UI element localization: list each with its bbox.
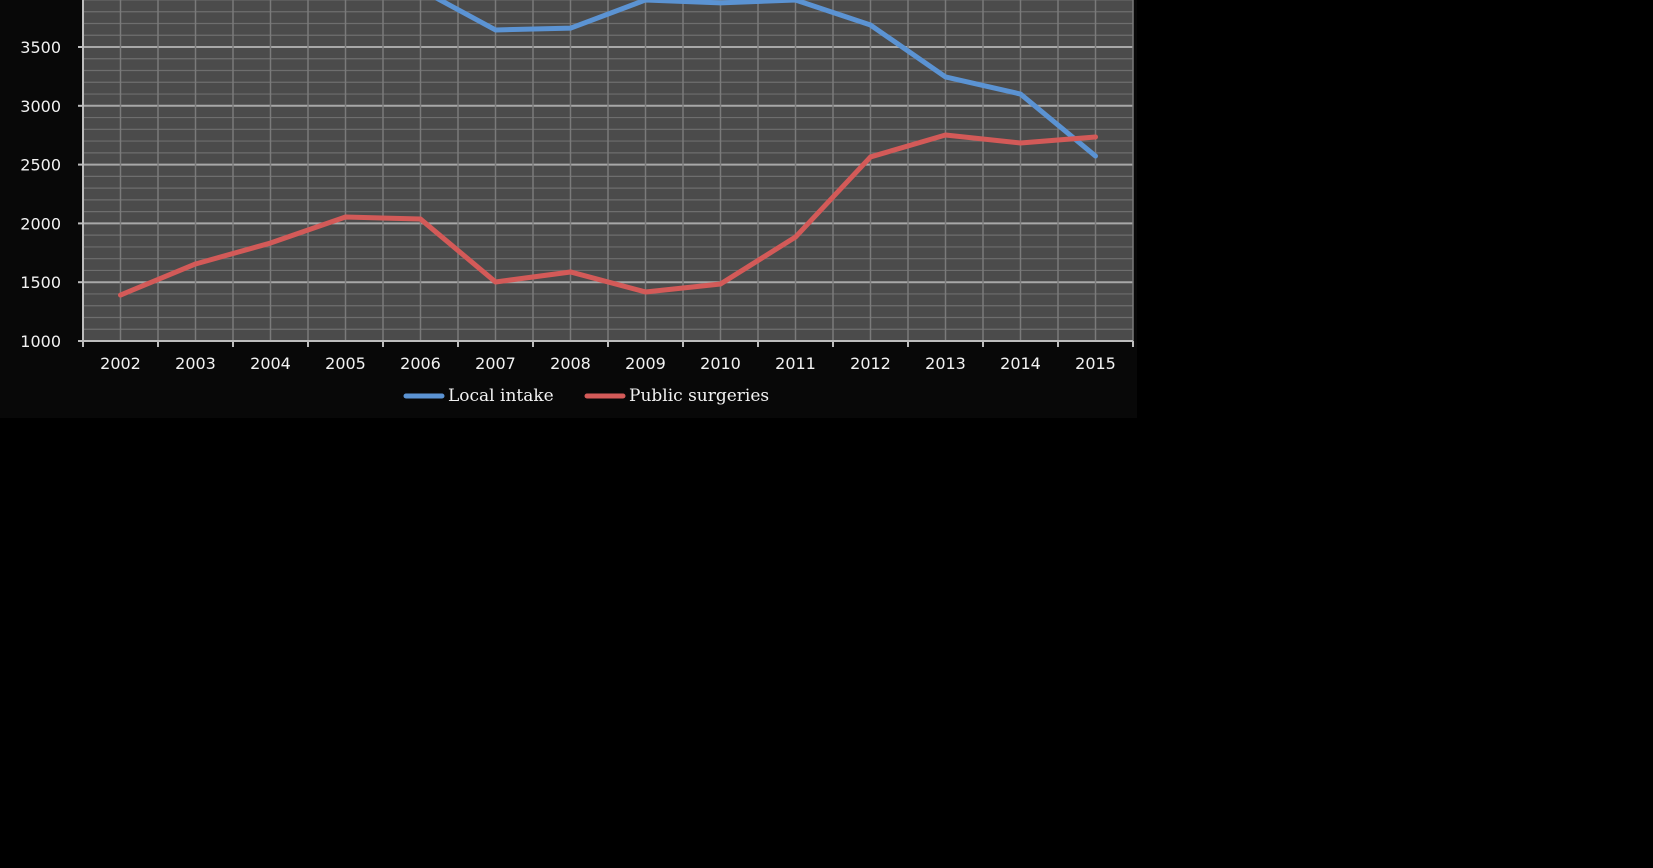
x-tick-label: 2007 — [475, 354, 516, 373]
axes: 1000 1500 2000 2500 3000 3500 2002 2003 2004 2005… — [20, 0, 1134, 373]
x-tick-label: 2005 — [325, 354, 366, 373]
series-lines — [118, 0, 1098, 298]
x-tick-label: 2014 — [1000, 354, 1041, 373]
gridlines — [82, 0, 1134, 341]
x-tick-label: 2015 — [1075, 354, 1116, 373]
y-tick-label: 1500 — [20, 273, 61, 292]
legend-label: Public surgeries — [629, 386, 769, 406]
y-tick-label: 2500 — [20, 156, 61, 175]
x-tick-label: 2010 — [700, 354, 741, 373]
x-tick-label: 2009 — [625, 354, 666, 373]
series-line-public-surgeries — [118, 132, 1098, 298]
y-tick-label: 3500 — [20, 38, 61, 57]
x-tick-label: 2013 — [925, 354, 966, 373]
x-tick-label: 2002 — [100, 354, 141, 373]
x-tick-label: 2008 — [550, 354, 591, 373]
y-tick-label: 2000 — [20, 214, 61, 233]
y-tick-label: 1000 — [20, 332, 61, 351]
x-tick-label: 2004 — [250, 354, 291, 373]
x-tick-label: 2011 — [775, 354, 816, 373]
x-tick-label: 2003 — [175, 354, 216, 373]
series-line-local-intake — [434, 0, 1098, 159]
x-tick-label: 2006 — [400, 354, 441, 373]
legend-label: Local intake — [448, 386, 554, 406]
y-tick-label: 3000 — [20, 97, 61, 116]
legend: Local intake Public surgeries — [403, 386, 769, 406]
x-tick-label: 2012 — [850, 354, 891, 373]
